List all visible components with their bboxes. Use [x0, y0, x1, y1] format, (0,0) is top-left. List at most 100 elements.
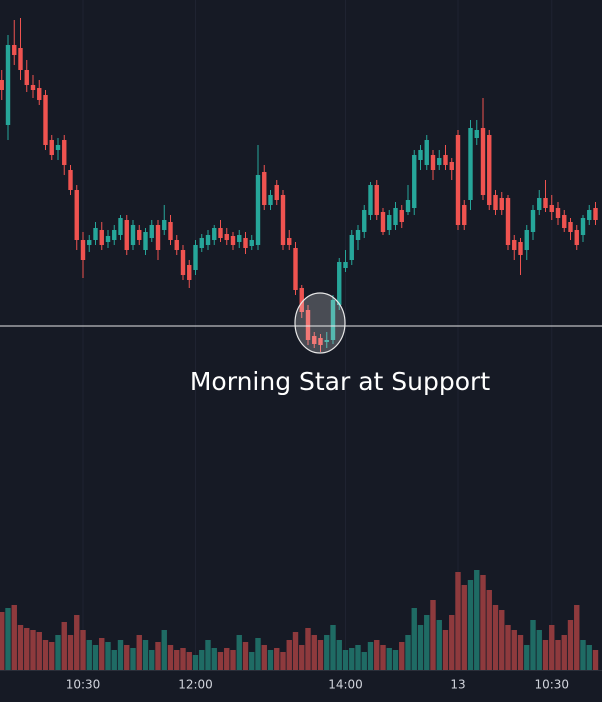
candle-body	[462, 205, 467, 225]
volume-bar	[517, 635, 524, 670]
candle-body	[524, 230, 529, 250]
x-tick-label: 14:00	[328, 678, 363, 692]
volume-bar	[411, 608, 417, 670]
grid	[82, 0, 553, 670]
volume-bar	[280, 652, 286, 670]
volume-bar	[461, 585, 467, 670]
candle-body	[512, 240, 517, 250]
candle-body	[318, 338, 323, 345]
candle-body	[249, 240, 254, 246]
candle-body	[193, 245, 198, 270]
candle-body	[187, 265, 192, 280]
candle-body	[237, 235, 242, 242]
volume-bar	[480, 575, 486, 670]
volume-bar	[417, 625, 424, 670]
candle-body	[80, 240, 86, 260]
candle-body	[499, 198, 504, 210]
candle-body	[393, 208, 398, 225]
volume-bar	[274, 648, 280, 670]
volume-bar	[267, 650, 274, 670]
volume-bar	[555, 640, 561, 670]
volume-bar	[424, 615, 430, 670]
candle-body	[130, 225, 136, 245]
volume-bar	[255, 638, 261, 670]
candle-body	[18, 48, 23, 70]
candle-body	[274, 185, 279, 200]
volume-bar	[430, 600, 436, 670]
volume-bar	[42, 640, 49, 670]
volume-bar	[155, 642, 161, 670]
candle-body	[449, 162, 454, 170]
candle-body	[387, 215, 392, 230]
volume-bar	[342, 650, 349, 670]
volume-bar	[299, 645, 305, 670]
volume-bar	[74, 615, 80, 670]
volume-bar	[242, 642, 249, 670]
volume-bar	[167, 645, 174, 670]
candle-body	[30, 85, 36, 90]
candle-body	[199, 238, 204, 248]
volume-bar	[205, 640, 211, 670]
candle-body	[380, 212, 386, 232]
candle-body	[62, 140, 67, 165]
volume-bar	[574, 605, 580, 670]
volume-bar	[24, 628, 30, 670]
volume-bar	[117, 640, 124, 670]
candle-body	[49, 140, 54, 155]
candle-body	[280, 195, 286, 245]
candle-body	[93, 228, 98, 240]
candle-body	[474, 130, 479, 138]
candle-body	[505, 198, 511, 245]
candle-body	[37, 88, 42, 100]
volume-bar	[261, 645, 267, 670]
candle-body	[493, 195, 498, 210]
candle-body	[337, 262, 342, 305]
volume-bar	[536, 630, 542, 670]
volume-pane	[0, 570, 599, 670]
volume-bar	[186, 652, 192, 670]
candle-body	[218, 228, 223, 238]
candle-body	[330, 300, 336, 340]
volume-bar	[436, 620, 442, 670]
candle-body	[562, 215, 567, 228]
volume-bar	[474, 570, 480, 670]
volume-bar	[405, 635, 411, 670]
candle-body	[12, 45, 17, 55]
volume-bar	[530, 620, 536, 670]
volume-bar	[330, 625, 336, 670]
candle-body	[537, 198, 542, 210]
volume-bar	[17, 625, 24, 670]
volume-bar	[80, 630, 86, 670]
candle-body	[530, 210, 536, 232]
candle-body	[124, 220, 129, 250]
volume-bar	[499, 610, 505, 670]
volume-bar	[99, 638, 105, 670]
volume-bar	[11, 605, 17, 670]
candle-body	[262, 172, 267, 205]
candle-body	[574, 230, 579, 245]
candle-body	[212, 228, 217, 240]
x-tick-label: 10:30	[534, 678, 569, 692]
volume-bar	[249, 652, 255, 670]
candle-body	[587, 210, 592, 220]
volume-bar	[142, 640, 149, 670]
volume-bar	[305, 628, 311, 670]
volume-bar	[236, 635, 242, 670]
highlight-circle	[294, 292, 346, 354]
volume-bar	[230, 650, 236, 670]
candle-body	[430, 155, 436, 170]
volume-bar	[36, 632, 42, 670]
candle-body	[174, 240, 179, 250]
volume-bar	[467, 580, 474, 670]
candle-body	[105, 236, 111, 242]
candle-body	[518, 242, 523, 255]
volume-bar	[30, 630, 36, 670]
volume-bar	[5, 608, 11, 670]
x-tick-label: 13	[450, 678, 465, 692]
candle-body	[299, 288, 304, 312]
volume-bar	[180, 648, 186, 670]
candle-body	[312, 336, 317, 344]
volume-bar	[524, 645, 530, 670]
candle-body	[24, 70, 29, 85]
volume-bar	[105, 642, 111, 670]
